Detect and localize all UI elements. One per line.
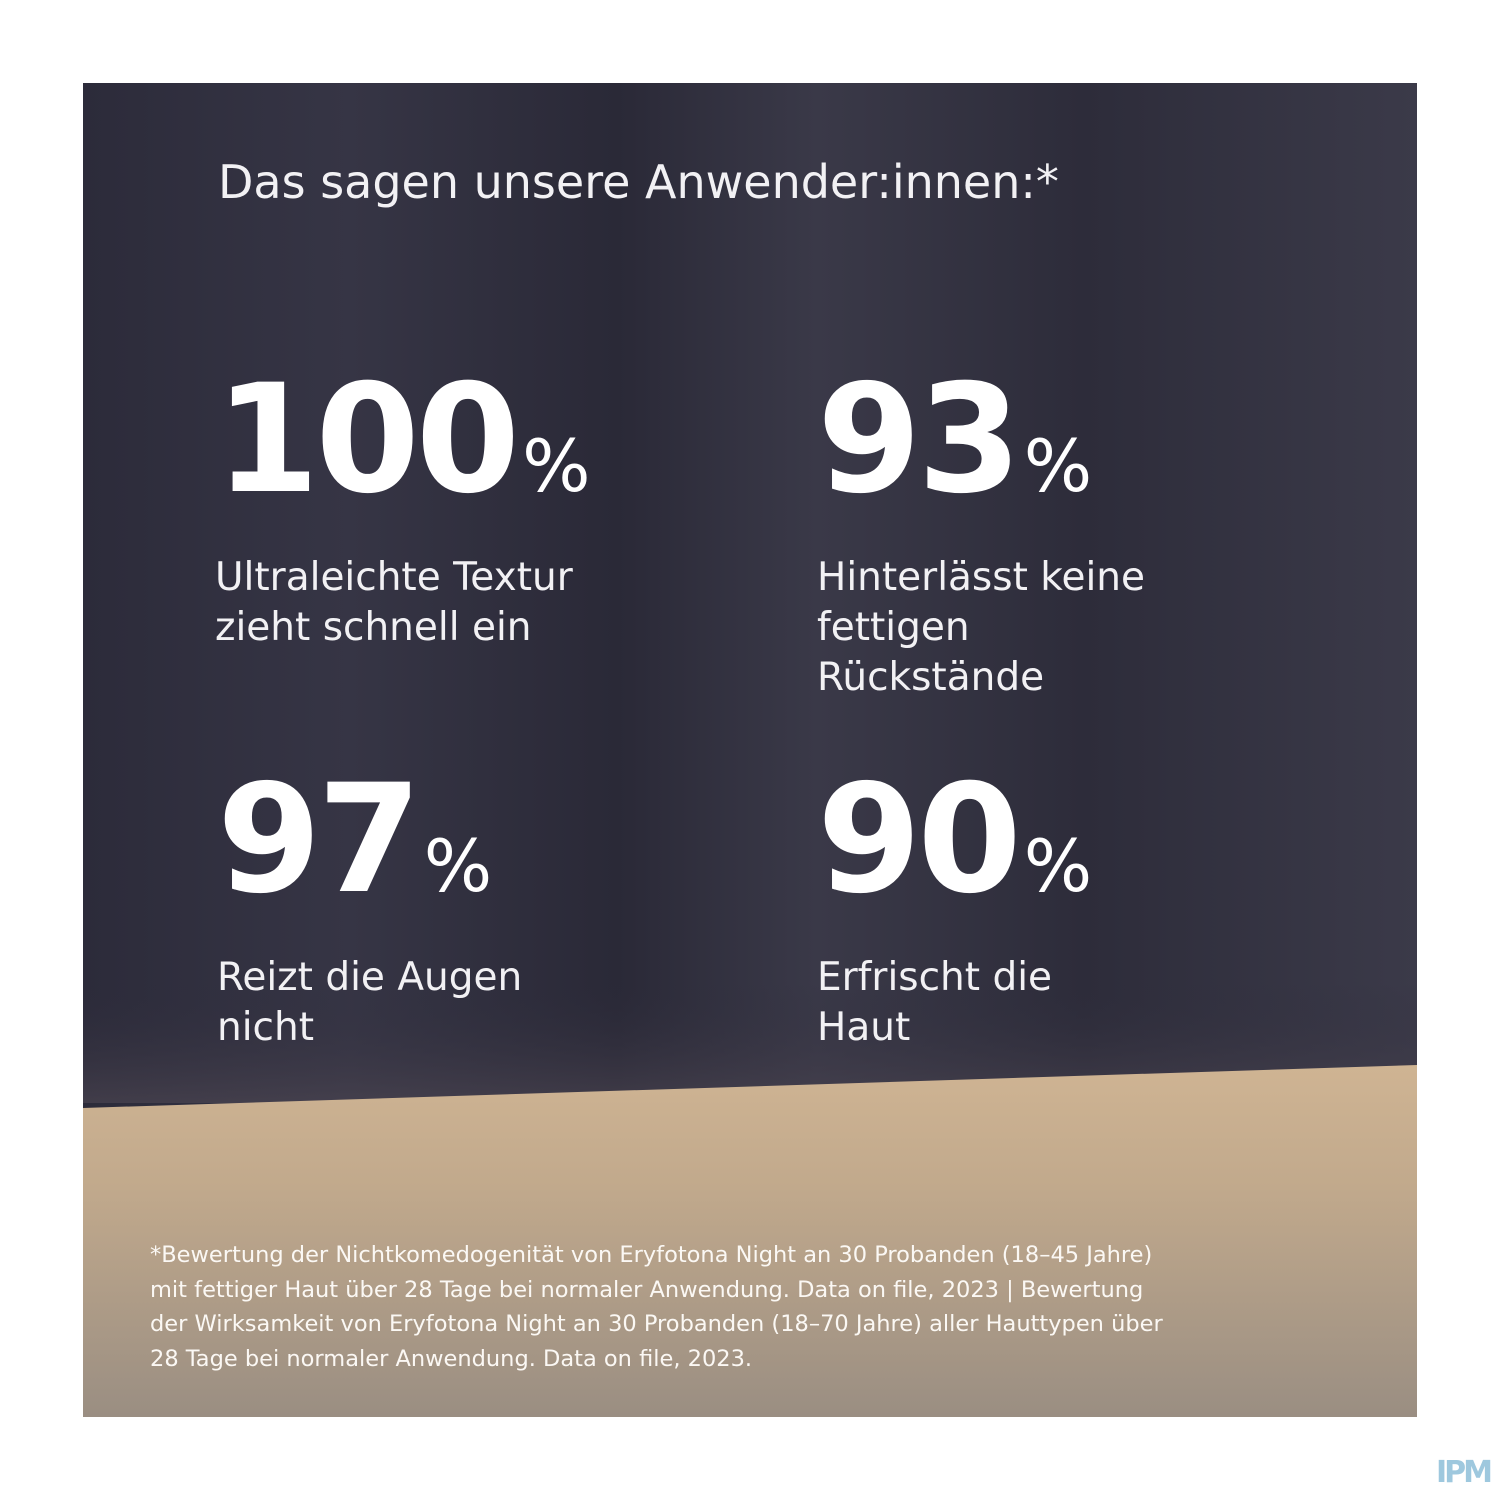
stat-unit: % <box>522 424 590 508</box>
stat-value: 93 <box>817 353 1022 527</box>
title: Das sagen unsere Anwender:innen:* <box>218 155 1059 209</box>
description-line: Rückstände <box>817 655 1045 700</box>
footnote: *Bewertung der Nichtkomedogenität von Er… <box>150 1238 1163 1376</box>
stat: 93% Hinterlässt keine fettigen Rückstände <box>817 365 1145 703</box>
stat-value: 90 <box>817 753 1022 927</box>
stat-number: 93% <box>817 365 1145 541</box>
stat-description: Reizt die Augen nicht <box>217 953 522 1053</box>
footnote-line: mit fettiger Haut über 28 Tage bei norma… <box>150 1276 1144 1303</box>
logo: IPM <box>1435 1455 1493 1490</box>
footnote-line: *Bewertung der Nichtkomedogenität von Er… <box>150 1242 1153 1268</box>
stat: 100% Ultraleichte Textur zieht schnell ein <box>215 365 591 653</box>
stat-description: Hinterlässt keine fettigen Rückstände <box>817 553 1145 703</box>
stat-description: Erfrischt die Haut <box>817 953 1088 1053</box>
stat-number: 100% <box>215 365 591 541</box>
stat-value: 100 <box>215 353 520 527</box>
description-line: zieht schnell ein <box>215 605 532 650</box>
description-line: Haut <box>817 1005 911 1050</box>
stat: 97% Reizt die Augen nicht <box>217 765 522 1053</box>
stat-description: Ultraleichte Textur zieht schnell ein <box>215 553 587 653</box>
background <box>83 983 1417 1417</box>
stat-unit: % <box>1023 424 1092 508</box>
description-line: Erfrischt die <box>817 955 1053 1000</box>
description-line: Hinterlässt keine <box>817 555 1145 600</box>
description-line: Reizt die Augen <box>217 955 523 1000</box>
stat-number: 97% <box>217 765 522 941</box>
stat-number: 90% <box>817 765 1092 941</box>
stat-unit: % <box>1023 824 1092 908</box>
footnote-line: 28 Tage bei normaler Anwendung. Data on … <box>150 1345 753 1372</box>
footnote-line: der Wirksamkeit von Eryfotona Night an 3… <box>150 1311 1163 1337</box>
description-line: Ultraleichte Textur <box>215 555 573 600</box>
stat-value: 97 <box>217 753 422 927</box>
stat-unit: % <box>423 824 492 908</box>
stat: 90% Erfrischt die Haut <box>817 765 1092 1053</box>
description-line: nicht <box>217 1005 315 1050</box>
description-line: fettigen <box>817 605 970 650</box>
panel: Das sagen unsere Anwender:innen:* 100% Ul… <box>83 83 1417 1417</box>
